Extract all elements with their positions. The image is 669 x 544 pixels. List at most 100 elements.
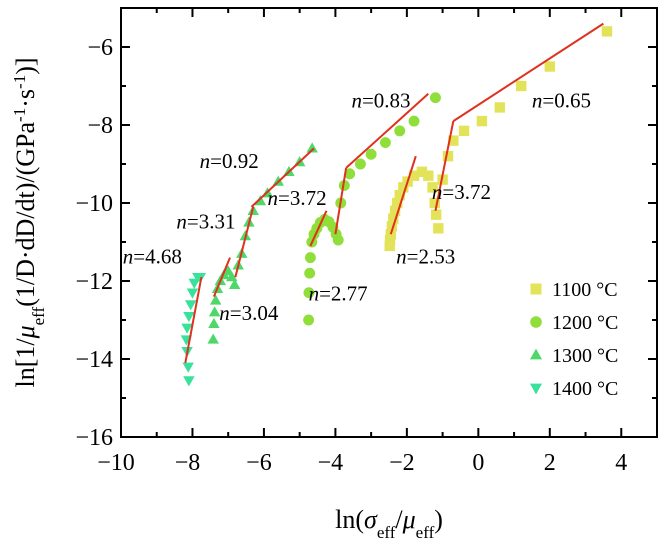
data-point [398,182,409,193]
data-point [416,166,428,177]
legend-label: 1400 °C [552,378,618,400]
series-0 [384,26,613,252]
data-point [388,213,399,224]
fit-annotation: n=2.77 [309,282,368,306]
x-tick-label: 2 [544,450,556,476]
y-tick-label: −6 [87,35,113,61]
legend-marker [529,348,543,360]
fit-line [234,206,255,278]
label-subscript: eff [416,523,435,542]
data-point [408,170,420,181]
fit-annotation: n=0.92 [200,149,259,173]
y-tick-label: −12 [75,269,113,295]
y-tick-label: −10 [75,191,113,217]
label-symbol: μ [11,325,40,339]
label-symbol: μ [402,505,416,534]
fit-annotation: n=4.68 [123,244,182,268]
label-text: · [11,99,40,108]
annotation-n: n [351,88,362,112]
legend-label: 1200 °C [552,312,618,334]
label-text: GPa [11,121,40,166]
data-point [183,376,195,387]
fit-line [389,155,417,235]
annotation-n: n [309,282,320,306]
label-superscript: -1 [10,108,29,122]
y-axis-label: ln[1/μeff(1/D·dD/dt)/(GPa-1·s-1)] [10,57,48,387]
data-point [427,182,438,193]
plot-marks [180,26,613,387]
x-tick-label: −4 [318,450,344,476]
data-point [423,170,434,181]
plot-frame [120,7,658,438]
data-point [332,234,344,246]
data-point [304,252,316,264]
label-superscript: -1 [10,75,29,89]
data-point [338,179,350,191]
annotation-n: n [532,88,543,112]
data-point [228,278,241,290]
data-point [379,137,391,149]
fit-annotation: n=3.04 [219,301,279,325]
label-text: (1/D·dD/dt)/( [11,167,40,307]
data-point [394,190,405,201]
x-axis-label: ln(σeff/μeff) [335,505,443,542]
annotation-n: n [396,244,407,268]
data-point [207,333,219,344]
data-point [183,311,195,323]
label-subscript: eff [29,306,48,325]
fit-line [309,210,328,247]
x-tick-label: −2 [389,450,415,476]
annotations: n=0.65n=0.83n=0.92n=3.72 n=3.72n=3.31n=4.… [123,88,591,325]
legend-marker [530,316,542,328]
annotation-n: n [200,149,211,173]
annotation-n: n [432,180,443,204]
legend-marker [529,383,543,395]
label-text: ln( [335,505,364,534]
x-tick-label: 0 [472,450,484,476]
annotation-value: =3.72 [278,186,327,210]
data-point [306,142,318,153]
data-point [208,306,221,317]
data-point [516,80,527,92]
fit-line [434,120,455,211]
data-point [429,92,441,104]
annotation-value: =2.77 [319,282,368,306]
data-point [458,125,470,137]
data-point [303,287,315,299]
data-point [303,314,315,326]
data-point [494,102,505,113]
annotation-value: =0.65 [542,88,591,112]
data-point [389,205,401,216]
data-point [184,300,197,311]
data-point [476,115,488,127]
annotation-n: n [123,244,134,268]
annotation-value: =0.92 [210,149,259,173]
y-tick-label: −16 [75,425,113,451]
data-point [384,240,395,252]
y-tick-label: −14 [75,347,113,373]
annotation-value: =3.72 [442,180,491,204]
annotation-n: n [176,209,187,233]
y-tick-label: −8 [87,113,113,139]
annotation-n: n [219,301,230,325]
fit-annotation: n=2.53 [396,244,455,268]
axes: −10 −8 −6 −4 −2 0 2 4 −16 −14 −12 −10 −8 −6 [75,7,658,476]
data-point [394,125,406,137]
label-text: ) [434,505,443,534]
data-point [429,197,440,209]
legend-marker [530,283,542,295]
fit-annotation: n=3.31 [176,209,235,233]
fit-line [334,167,348,235]
data-point [442,151,454,162]
x-tick-label: −6 [246,450,272,476]
fit-lines [184,22,604,364]
legend: 1100 °C 1200 °C 1300 °C 1400 °C [529,279,618,400]
legend-label: 1300 °C [552,345,618,367]
data-point [354,158,366,170]
annotation-value: =3.31 [187,209,236,233]
annotation-value: =4.68 [133,244,182,268]
data-point [408,115,420,127]
fit-annotation: n=0.65 [532,88,591,112]
fit-annotation: n=3.72 [268,186,327,210]
